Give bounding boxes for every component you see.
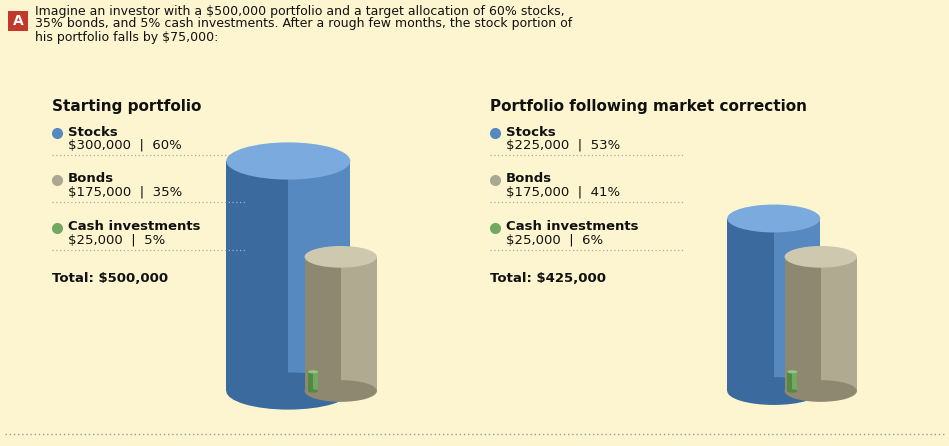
Ellipse shape — [787, 370, 797, 373]
Polygon shape — [313, 372, 318, 391]
Polygon shape — [821, 257, 857, 391]
Text: Imagine an investor with a $500,000 portfolio and a target allocation of 60% sto: Imagine an investor with a $500,000 port… — [35, 4, 565, 17]
Ellipse shape — [307, 370, 318, 373]
Text: A: A — [12, 14, 24, 28]
Ellipse shape — [727, 377, 820, 405]
Text: Stocks: Stocks — [68, 125, 118, 139]
Polygon shape — [773, 219, 820, 391]
Text: Total: $425,000: Total: $425,000 — [490, 272, 606, 285]
Ellipse shape — [307, 389, 318, 392]
Polygon shape — [792, 372, 797, 391]
Ellipse shape — [785, 380, 857, 402]
Polygon shape — [288, 161, 350, 391]
Ellipse shape — [787, 389, 797, 392]
Text: Total: $500,000: Total: $500,000 — [52, 272, 168, 285]
Ellipse shape — [305, 246, 377, 268]
Text: $300,000  |  60%: $300,000 | 60% — [68, 139, 182, 152]
Ellipse shape — [785, 246, 857, 268]
Text: his portfolio falls by $75,000:: his portfolio falls by $75,000: — [35, 30, 218, 44]
Text: $25,000  |  6%: $25,000 | 6% — [506, 234, 604, 247]
Text: $175,000  |  35%: $175,000 | 35% — [68, 186, 182, 198]
Polygon shape — [341, 257, 377, 391]
Ellipse shape — [226, 372, 350, 409]
Polygon shape — [787, 372, 792, 391]
Text: Cash investments: Cash investments — [68, 220, 200, 234]
Text: Bonds: Bonds — [506, 173, 552, 186]
Ellipse shape — [226, 142, 350, 180]
Text: Starting portfolio: Starting portfolio — [52, 99, 201, 113]
Polygon shape — [305, 257, 341, 391]
FancyBboxPatch shape — [8, 11, 28, 31]
Text: Bonds: Bonds — [68, 173, 114, 186]
Text: $175,000  |  41%: $175,000 | 41% — [506, 186, 620, 198]
Polygon shape — [226, 161, 288, 391]
Text: 35% bonds, and 5% cash investments. After a rough few months, the stock portion : 35% bonds, and 5% cash investments. Afte… — [35, 17, 572, 30]
Ellipse shape — [727, 205, 820, 232]
Text: $225,000  |  53%: $225,000 | 53% — [506, 139, 621, 152]
Text: $25,000  |  5%: $25,000 | 5% — [68, 234, 165, 247]
Text: Portfolio following market correction: Portfolio following market correction — [490, 99, 807, 113]
Text: Cash investments: Cash investments — [506, 220, 639, 234]
Polygon shape — [307, 372, 313, 391]
Ellipse shape — [305, 380, 377, 402]
Text: Stocks: Stocks — [506, 125, 556, 139]
Polygon shape — [785, 257, 821, 391]
Polygon shape — [727, 219, 773, 391]
